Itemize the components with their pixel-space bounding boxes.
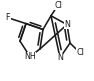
Text: Cl: Cl [76,48,84,57]
Text: N: N [64,20,70,29]
Text: Cl: Cl [54,1,62,10]
Text: F: F [6,13,10,22]
Text: NH: NH [24,52,36,61]
Text: N: N [57,53,63,62]
